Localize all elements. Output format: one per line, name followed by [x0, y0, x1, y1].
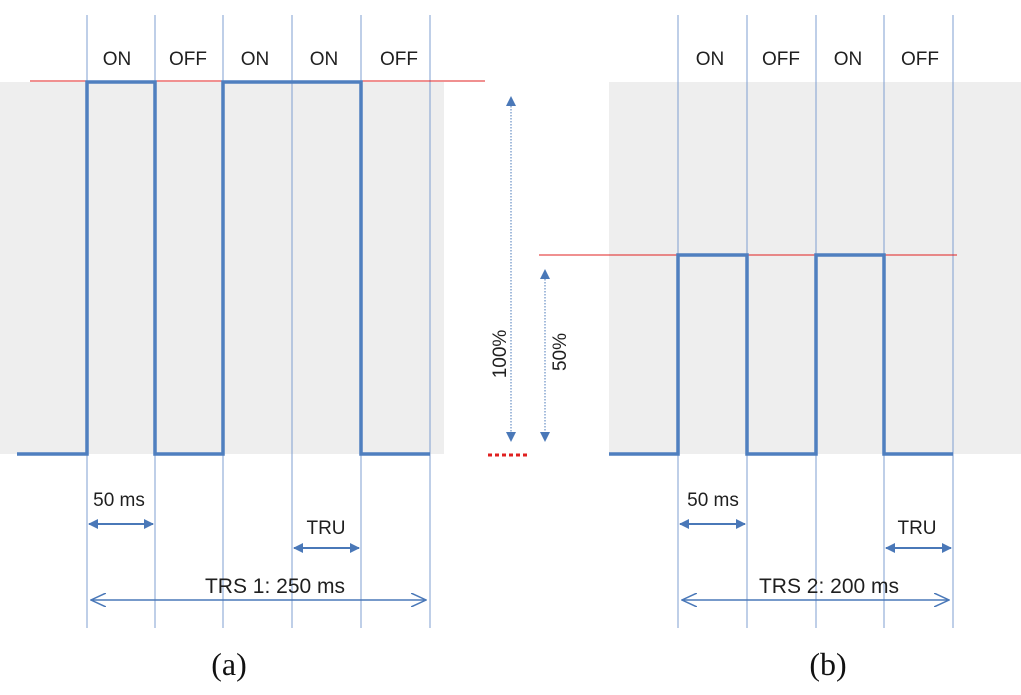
panel-a-unit-label: 50 ms	[93, 490, 145, 511]
panel-a-state-labels: ON OFF ON ON OFF	[103, 49, 418, 70]
panel-b-caption: (b)	[809, 646, 846, 682]
panel-b-state-labels: ON OFF ON OFF	[696, 49, 939, 70]
state-label: ON	[310, 49, 339, 70]
state-label: OFF	[380, 49, 418, 70]
panel-a-signal-waveform	[17, 80, 430, 456]
panel-b-trs-label: TRS 2: 200 ms	[759, 575, 899, 598]
state-label: ON	[103, 49, 132, 70]
state-label: ON	[834, 49, 863, 70]
panel-b-signal-waveform	[609, 253, 953, 456]
panel-b: ON OFF ON OFF 50 ms TRU TRS 2: 200 ms (b…	[539, 15, 1021, 682]
panel-a-trs-label: TRS 1: 250 ms	[205, 575, 345, 598]
state-label: OFF	[901, 49, 939, 70]
full-amplitude-label: 100%	[490, 330, 511, 379]
state-label: OFF	[762, 49, 800, 70]
panel-a-caption: (a)	[211, 646, 247, 682]
panel-a-tru-label: TRU	[306, 518, 345, 539]
half-amplitude-label: 50%	[550, 333, 571, 371]
state-label: OFF	[169, 49, 207, 70]
state-label: ON	[241, 49, 270, 70]
amplitude-scale: 100% 50%	[488, 96, 571, 457]
panel-b-tru-label: TRU	[897, 518, 936, 539]
panel-b-unit-label: 50 ms	[687, 490, 739, 511]
state-label: ON	[696, 49, 725, 70]
panel-a: ON OFF ON ON OFF 50 ms TRU TRS 1: 250 ms…	[0, 15, 485, 682]
